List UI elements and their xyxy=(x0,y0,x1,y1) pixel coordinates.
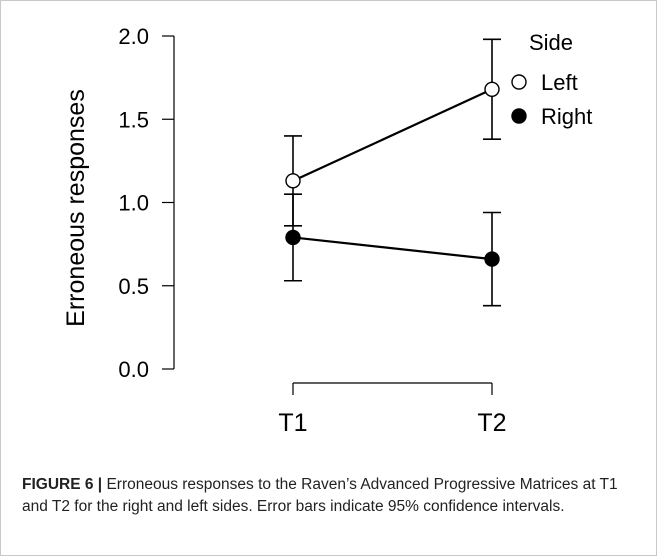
y-tick-label: 2.0 xyxy=(118,24,149,49)
legend-item-left: Left xyxy=(511,70,578,95)
series-layer xyxy=(284,38,501,307)
x-axis: T1 T2 xyxy=(278,382,507,437)
y-tick-label: 0.0 xyxy=(118,357,149,382)
figure-caption-text: Erroneous responses to the Raven’s Advan… xyxy=(22,476,618,515)
x-tick-label: T2 xyxy=(477,409,506,437)
series-line xyxy=(292,236,493,261)
x-ticks: T1 T2 xyxy=(278,383,507,437)
y-tick-label: 1.5 xyxy=(118,107,149,132)
series-left xyxy=(284,38,501,227)
legend-marker xyxy=(511,74,527,90)
data-point xyxy=(285,229,301,246)
y-tick-label: 1.0 xyxy=(118,191,149,216)
figure-caption: FIGURE 6 | Erroneous responses to the Ra… xyxy=(22,474,642,518)
legend-items: Left Right xyxy=(511,70,592,129)
data-point xyxy=(484,251,500,267)
legend-marker xyxy=(511,108,527,124)
legend: Side Left Right xyxy=(511,30,592,129)
y-ticks: 0.0 0.5 1.0 1.5 2.0 xyxy=(118,24,174,382)
series-line xyxy=(292,88,493,182)
x-tick-label: T1 xyxy=(278,409,307,437)
data-point xyxy=(484,81,500,97)
figure-label: FIGURE 6 | xyxy=(22,476,103,493)
legend-item-right: Right xyxy=(511,104,592,129)
y-axis-label: Erroneous responses xyxy=(62,89,90,327)
chart: 0.0 0.5 1.0 1.5 2.0 Erroneous responses T1 T2… xyxy=(62,24,592,437)
y-axis: 0.0 0.5 1.0 1.5 2.0 Erroneous responses xyxy=(62,24,175,382)
data-point xyxy=(285,173,301,189)
series-right xyxy=(284,193,501,307)
legend-label: Left xyxy=(541,70,578,95)
legend-label: Right xyxy=(541,104,592,129)
legend-title: Side xyxy=(529,30,573,55)
y-tick-label: 0.5 xyxy=(118,274,149,299)
